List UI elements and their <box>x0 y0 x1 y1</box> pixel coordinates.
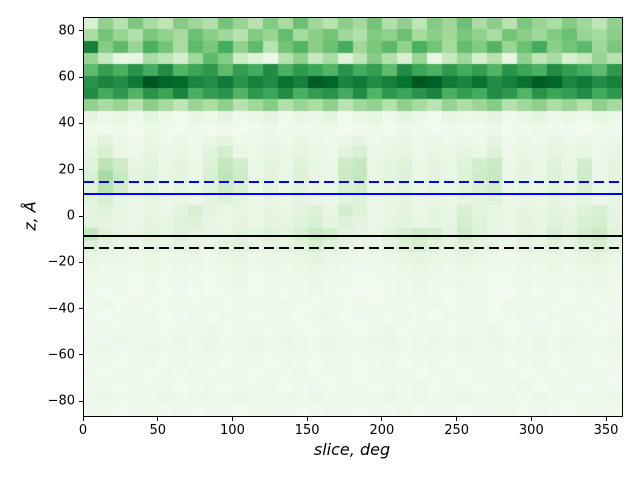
x-tick-label: 100 <box>220 423 245 438</box>
x-tick-mark <box>306 417 308 421</box>
x-tick-mark <box>456 417 458 421</box>
y-tick-mark <box>79 354 83 356</box>
y-tick-label: −60 <box>47 347 75 363</box>
y-tick-label: 80 <box>58 23 75 39</box>
y-tick-label: −40 <box>47 301 75 317</box>
y-tick-label: 40 <box>58 115 75 131</box>
x-tick-mark <box>157 417 159 421</box>
y-tick-label: 60 <box>58 69 75 85</box>
x-tick-label: 50 <box>149 423 166 438</box>
y-tick-label: −80 <box>47 393 75 409</box>
y-tick-label: −20 <box>47 254 75 270</box>
x-tick-mark <box>530 417 532 421</box>
y-axis-label: z, Å <box>20 201 40 231</box>
y-tick-mark <box>79 261 83 263</box>
y-tick-mark <box>79 122 83 124</box>
y-tick-mark <box>79 30 83 32</box>
x-tick-mark <box>381 417 383 421</box>
x-tick-label: 250 <box>444 423 470 438</box>
x-tick-mark <box>231 417 233 421</box>
plot-area <box>83 17 623 417</box>
x-tick-label: 200 <box>369 423 395 438</box>
x-tick-label: 0 <box>78 423 88 438</box>
x-tick-mark <box>605 417 607 421</box>
y-tick-mark <box>79 76 83 78</box>
y-tick-mark <box>79 169 83 171</box>
y-tick-mark <box>79 400 83 402</box>
x-axis-label: slice, deg <box>313 440 391 459</box>
y-tick-label: 0 <box>66 208 75 224</box>
x-tick-label: 150 <box>294 423 320 438</box>
x-tick-mark <box>82 417 84 421</box>
y-tick-label: 20 <box>58 162 75 178</box>
y-tick-mark <box>79 308 83 310</box>
y-tick-mark <box>79 215 83 217</box>
x-tick-label: 300 <box>518 423 544 438</box>
x-tick-label: 350 <box>593 423 619 438</box>
heatmap-canvas <box>84 18 622 416</box>
